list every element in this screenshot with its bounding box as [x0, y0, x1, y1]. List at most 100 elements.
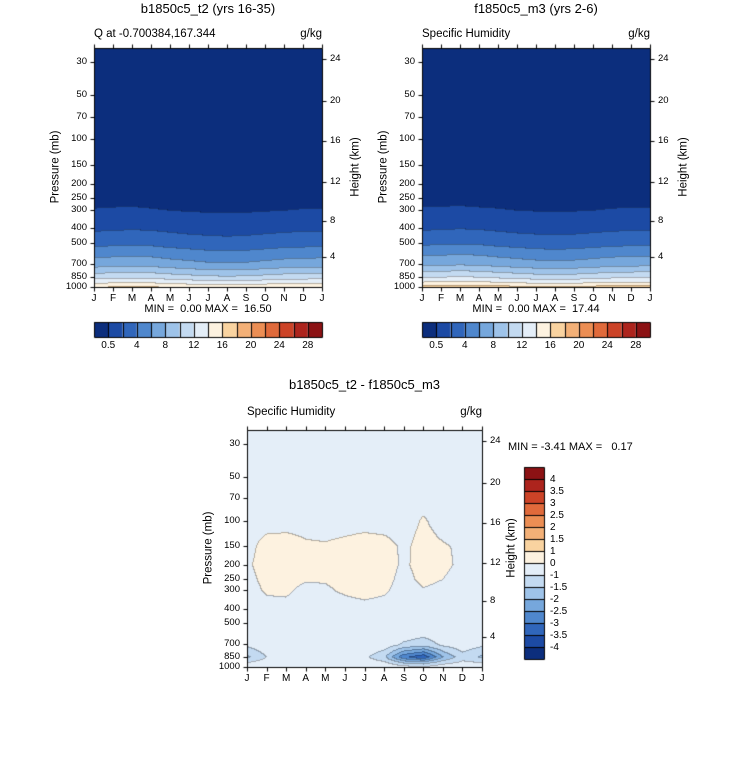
month-tick-label: M [493, 293, 503, 304]
panel1-minmax-label: MIN = 0.00 MAX = 16.50 [144, 303, 272, 315]
month-tick-label: J [419, 293, 425, 304]
panel2-units-label: g/kg [628, 28, 650, 40]
month-tick-label: A [475, 293, 483, 304]
height-tick-label: 24 [658, 53, 669, 65]
month-tick-label: O [261, 293, 269, 304]
colorbar-tick-label: -3.5 [550, 629, 568, 641]
pressure-tick-label: 50 [404, 89, 415, 101]
month-tick-label: S [400, 673, 407, 684]
pressure-tick-label: 200 [399, 177, 415, 189]
month-tick-label: S [242, 293, 250, 304]
colorbar-tick-label: 12 [188, 340, 200, 351]
pressure-tick-label: 70 [76, 110, 87, 122]
height-tick-label: 4 [658, 251, 664, 263]
panel1-pressure-axis-title: Pressure (mb) [49, 130, 62, 204]
colorbar-tick-label: 4 [461, 340, 468, 351]
month-tick-label: N [608, 293, 616, 304]
month-tick-label: J [647, 293, 653, 304]
pressure-tick-label: 70 [229, 492, 240, 504]
colorbar-tick-label: 0 [550, 557, 556, 569]
height-tick-label: 8 [330, 214, 336, 226]
pressure-tick-label: 30 [76, 56, 87, 68]
pressure-tick-label: 1000 [218, 661, 240, 672]
month-tick-label: J [319, 293, 325, 304]
month-tick-label: J [479, 673, 485, 684]
pressure-tick-label: 250 [224, 572, 240, 584]
height-tick-label: 4 [330, 251, 336, 263]
height-tick-label: 12 [330, 175, 341, 187]
month-tick-label: J [362, 673, 367, 684]
height-tick-label: 12 [658, 175, 669, 187]
panel3-minmax-label: MIN = -3.41 MAX = 0.17 [508, 441, 633, 453]
month-tick-label: A [551, 293, 559, 304]
pressure-tick-label: 500 [224, 616, 240, 628]
panel1-units-label: g/kg [300, 28, 322, 40]
month-tick-label: O [419, 673, 428, 684]
height-tick-label: 24 [330, 53, 341, 65]
month-tick-label: J [205, 293, 211, 304]
colorbar-tick-label: 16 [216, 340, 228, 351]
panel3-units-label: g/kg [460, 406, 482, 418]
month-tick-label: M [455, 293, 465, 304]
height-tick-label: 8 [490, 595, 496, 607]
panel3-height-axis-title: Height (km) [505, 518, 518, 578]
colorbar-tick-label: 0.5 [101, 340, 116, 351]
month-tick-label: J [533, 293, 539, 304]
colorbar-tick-label: 4 [550, 473, 556, 485]
height-tick-label: 12 [490, 556, 501, 568]
colorbar-tick-label: -3 [550, 617, 559, 629]
month-tick-label: F [263, 673, 270, 684]
height-tick-label: 16 [490, 516, 501, 528]
pressure-tick-label: 400 [71, 222, 87, 234]
pressure-tick-label: 1000 [65, 281, 87, 292]
colorbar-tick-label: -4 [550, 641, 559, 653]
colorbar-tick-label: 24 [601, 340, 613, 351]
pressure-tick-label: 30 [404, 56, 415, 68]
month-tick-label: A [223, 293, 231, 304]
month-tick-label: M [281, 673, 291, 684]
pressure-tick-label: 850 [399, 270, 415, 282]
height-tick-label: 16 [330, 135, 341, 147]
colorbar-tick-label: -2.5 [550, 605, 568, 617]
pressure-tick-label: 500 [399, 236, 415, 248]
panel1-height-axis-title: Height (km) [349, 137, 362, 197]
pressure-tick-label: 100 [399, 133, 415, 145]
month-tick-label: N [280, 293, 288, 304]
pressure-tick-label: 700 [399, 258, 415, 270]
colorbar-tick-label: 3 [550, 497, 556, 509]
month-tick-label: M [127, 293, 137, 304]
colorbar-tick-label: 1.5 [550, 533, 564, 545]
month-tick-label: J [342, 673, 348, 684]
month-tick-label: A [302, 673, 310, 684]
month-tick-label: D [458, 673, 467, 684]
panel3-variable-label: Specific Humidity [247, 406, 336, 418]
height-tick-label: 16 [658, 135, 669, 147]
colorbar-tick-label: 3.5 [550, 485, 564, 497]
height-tick-label: 4 [490, 631, 496, 643]
pressure-tick-label: 50 [76, 89, 87, 101]
pressure-tick-label: 150 [399, 159, 415, 171]
panel2-height-axis-title: Height (km) [677, 137, 690, 197]
height-tick-label: 24 [490, 435, 501, 447]
pressure-tick-label: 250 [71, 192, 87, 204]
month-tick-label: F [437, 293, 445, 304]
height-tick-label: 20 [330, 95, 341, 107]
pressure-tick-label: 1000 [393, 281, 415, 292]
colorbar-tick-label: 2 [550, 521, 556, 533]
month-tick-label: D [627, 293, 635, 304]
panel1-variable-label: Q at -0.700384,167.344 [94, 28, 216, 40]
pressure-tick-label: 50 [229, 470, 240, 482]
month-tick-label: A [380, 673, 388, 684]
pressure-tick-label: 300 [399, 203, 415, 215]
month-tick-label: F [109, 293, 117, 304]
colorbar-tick-label: 8 [490, 340, 497, 351]
pressure-tick-label: 850 [224, 650, 240, 662]
panel2-minmax-label: MIN = 0.00 MAX = 17.44 [472, 303, 600, 315]
month-tick-label: D [299, 293, 307, 304]
pressure-tick-label: 200 [224, 558, 240, 570]
month-tick-label: J [91, 293, 97, 304]
height-tick-label: 20 [658, 95, 669, 107]
month-tick-label: J [514, 293, 520, 304]
colorbar-tick-label: -2 [550, 593, 559, 605]
